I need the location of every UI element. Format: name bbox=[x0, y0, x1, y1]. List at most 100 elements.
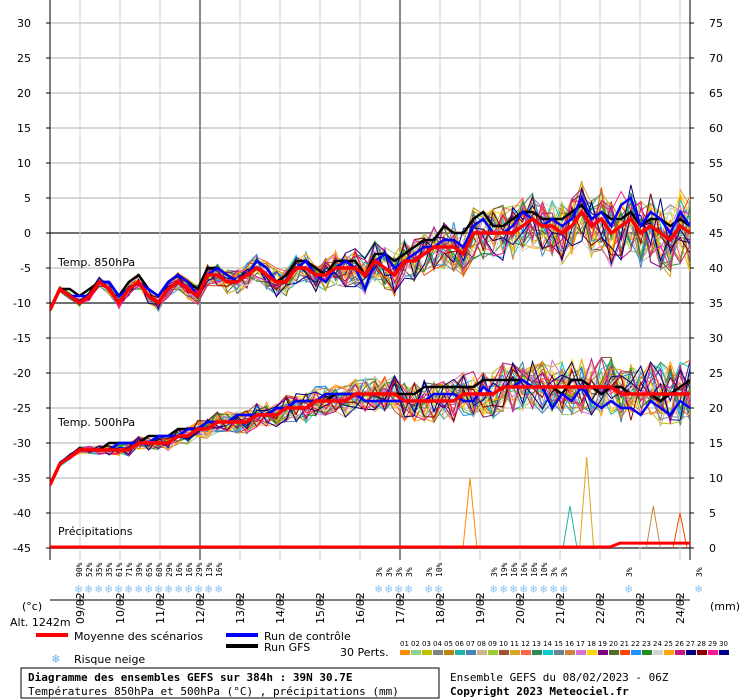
snowflake-icon: ❄ bbox=[500, 582, 507, 596]
legend-gfs-swatch bbox=[226, 644, 258, 648]
pert-swatch bbox=[444, 650, 454, 655]
snowflake-icon: ❄ bbox=[125, 582, 132, 596]
y-left-tick-label: 10 bbox=[17, 157, 31, 170]
x-axis-date-ticks: 09/02 10/02 11/02 12/02 13/02 14/02 15/02 16/02… bbox=[74, 592, 687, 624]
snowflake-icon: ❄ bbox=[145, 582, 152, 596]
mean-t500-line bbox=[50, 385, 690, 486]
y-axis-left-ticks: 30 25 20 15 10 5 0 -5 -10 -15 -20 -25 -30 -35 -40 -45 bbox=[13, 17, 31, 555]
pert-number: 04 bbox=[433, 640, 442, 648]
member-t500-line bbox=[50, 361, 690, 485]
precip-spike bbox=[562, 505, 578, 549]
snowflake-icon: ❄ bbox=[185, 582, 192, 596]
snow-risk-percent: 68% bbox=[155, 562, 164, 577]
x-date-tick-label: 17/02 bbox=[394, 592, 407, 624]
snow-risk-percent: 3% bbox=[395, 567, 404, 577]
snowflake-icon: ❄ bbox=[435, 582, 442, 596]
snow-risk-percent: 90% bbox=[75, 562, 84, 577]
y-left-tick-label: 15 bbox=[17, 122, 31, 135]
snowflake-icon: ❄ bbox=[395, 582, 402, 596]
pert-swatch bbox=[598, 650, 608, 655]
snowflake-icon: ❄ bbox=[115, 582, 122, 596]
y-left-tick-label: -30 bbox=[13, 437, 31, 450]
pert-swatch bbox=[521, 650, 531, 655]
x-date-tick-label: 14/02 bbox=[274, 592, 287, 624]
snowflake-icon: ❄ bbox=[625, 582, 632, 596]
pert-swatch bbox=[554, 650, 564, 655]
y-left-tick-label: -20 bbox=[13, 367, 31, 380]
snowflake-icon: ❄ bbox=[75, 582, 82, 596]
y-left-tick-label: -40 bbox=[13, 507, 31, 520]
t500-panel-label: Temp. 500hPa bbox=[57, 416, 135, 429]
snowflake-icon: ❄ bbox=[95, 582, 102, 596]
info-box-subtitle: Températures 850hPa et 500hPa (°C) , pré… bbox=[28, 685, 399, 698]
info-box: Diagramme des ensembles GEFS sur 384h : … bbox=[20, 667, 440, 699]
snow-risk-percent: 3% bbox=[490, 567, 499, 577]
pert-swatch bbox=[642, 650, 652, 655]
x-date-tick-label: 12/02 bbox=[194, 592, 207, 624]
altitude-label: Alt. 1242m bbox=[10, 616, 71, 629]
run-info: Ensemble GEFS du 08/02/2023 - 06Z Copyri… bbox=[450, 671, 669, 698]
pert-number: 29 bbox=[708, 640, 717, 648]
precip-spike bbox=[645, 505, 661, 549]
snowflake-icon: ❄ bbox=[175, 582, 182, 596]
copyright-label: Copyright 2023 Meteociel.fr bbox=[450, 685, 629, 698]
snow-risk-percent: 19% bbox=[500, 562, 509, 577]
snow-risk-percent: 16% bbox=[175, 562, 184, 577]
snow-risk-percent: 16% bbox=[510, 562, 519, 577]
pert-swatch bbox=[609, 650, 619, 655]
snow-risk-percent: 16% bbox=[185, 562, 194, 577]
x-date-tick-label: 10/02 bbox=[114, 592, 127, 624]
y-right-tick-label: 50 bbox=[709, 192, 723, 205]
snow-risk-percent: 29% bbox=[195, 562, 204, 577]
y-right-tick-label: 65 bbox=[709, 87, 723, 100]
snowflake-icon: ❄ bbox=[385, 582, 392, 596]
pert-number: 20 bbox=[609, 640, 618, 648]
snow-risk-percent: 61% bbox=[115, 562, 124, 577]
pert-number: 28 bbox=[697, 640, 706, 648]
y-right-tick-label: 15 bbox=[709, 437, 723, 450]
ensemble-members bbox=[50, 181, 690, 549]
ensemble-run-label: Ensemble GEFS du 08/02/2023 - 06Z bbox=[450, 671, 669, 684]
snow-risk-percent: 3% bbox=[550, 567, 559, 577]
snowflake-icon: ❄ bbox=[530, 582, 537, 596]
snowflake-icon: ❄ bbox=[425, 582, 432, 596]
snowflake-icon: ❄ bbox=[205, 582, 212, 596]
pert-number: 23 bbox=[642, 640, 651, 648]
mean-t850-line bbox=[50, 208, 690, 311]
y-right-tick-label: 25 bbox=[709, 367, 723, 380]
snow-risk-percent: 52% bbox=[85, 562, 94, 577]
pert-swatch bbox=[587, 650, 597, 655]
y-right-tick-label: 0 bbox=[709, 542, 716, 555]
x-date-tick-label: 19/02 bbox=[474, 592, 487, 624]
perturbation-legend: 01 02 03 04 05 06 07 08 09 10 11 12 13 14 15 16 17 18 19 20… bbox=[400, 640, 729, 655]
t850-panel-label: Temp. 850hPa bbox=[57, 256, 135, 269]
pert-number: 14 bbox=[543, 640, 552, 648]
snowflake-icon: ❄ bbox=[560, 582, 567, 596]
y-left-tick-label: -35 bbox=[13, 472, 31, 485]
pert-swatch bbox=[565, 650, 575, 655]
pert-swatch bbox=[664, 650, 674, 655]
control-t500-line bbox=[50, 378, 690, 486]
mean-precip-line bbox=[50, 541, 690, 549]
pert-number: 01 bbox=[400, 640, 409, 648]
pert-swatch bbox=[719, 650, 729, 655]
snow-risk-percent: 35% bbox=[95, 562, 104, 577]
pert-number: 27 bbox=[686, 640, 695, 648]
main-series bbox=[50, 195, 690, 549]
snowflake-icon: ❄ bbox=[540, 582, 547, 596]
x-date-tick-label: 23/02 bbox=[634, 592, 647, 624]
y-right-tick-label: 40 bbox=[709, 262, 723, 275]
pert-number: 22 bbox=[631, 640, 640, 648]
member-t500-line bbox=[50, 363, 690, 484]
pert-swatch bbox=[477, 650, 487, 655]
pert-swatch bbox=[488, 650, 498, 655]
pert-swatch bbox=[631, 650, 641, 655]
x-date-tick-label: 16/02 bbox=[354, 592, 367, 624]
pert-swatch bbox=[400, 650, 410, 655]
snowflake-icon: ❄ bbox=[195, 582, 202, 596]
snow-risk-percent: 16% bbox=[520, 562, 529, 577]
pert-number: 13 bbox=[532, 640, 541, 648]
x-date-tick-label: 15/02 bbox=[314, 592, 327, 624]
pert-number: 10 bbox=[499, 640, 508, 648]
